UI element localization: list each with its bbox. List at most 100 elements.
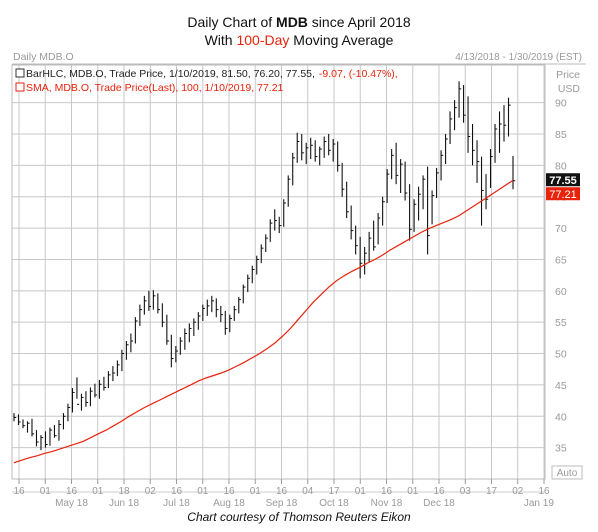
price-bar: [418, 186, 421, 221]
price-bar: [431, 190, 435, 225]
price-bar: [409, 184, 412, 241]
price-bar: [31, 418, 35, 437]
price-bar: [224, 310, 228, 335]
price-bar: [170, 334, 174, 368]
y-tick-label: 45: [555, 380, 567, 392]
price-bar: [287, 175, 291, 207]
price-bar: [206, 299, 210, 316]
price-bar: [454, 100, 457, 131]
price-bar: [341, 162, 345, 197]
y-tick-label: 70: [555, 223, 567, 235]
price-bar: [489, 149, 493, 188]
price-bar: [404, 161, 408, 201]
price-bar: [503, 105, 507, 142]
price-bar: [449, 111, 453, 145]
price-bar: [480, 156, 484, 226]
legend: BarHLC, MDB.O, Trade Price, 1/10/2019, 8…: [15, 68, 398, 94]
price-bar: [161, 303, 165, 328]
svg-text:77.55: 77.55: [549, 175, 577, 187]
price-bar: [116, 360, 120, 377]
price-bar: [94, 383, 98, 398]
price-bar: [139, 304, 143, 326]
price-bar: [269, 219, 273, 242]
x-tick-label: 17: [486, 486, 498, 497]
price-bar: [197, 312, 201, 330]
price-bar: [67, 403, 71, 422]
x-tick-label: 16: [276, 486, 288, 497]
price-bar: [157, 293, 161, 314]
x-tick-label: 02: [512, 486, 524, 497]
price-bar: [22, 419, 26, 429]
price-bar: [62, 413, 66, 430]
date-range-label: 4/13/2018 - 1/30/2019 (EST): [455, 52, 582, 63]
price-bar: [476, 140, 480, 183]
month-label: Jul 18: [163, 498, 190, 509]
x-tick-label: 16: [538, 486, 550, 497]
price-bar: [305, 142, 309, 165]
price-bar: [107, 371, 111, 389]
price-bar: [359, 236, 363, 279]
price-bar: [35, 430, 39, 447]
price-bar: [485, 174, 489, 210]
price-bar: [328, 134, 331, 156]
legend-checkbox-sma[interactable]: [15, 82, 25, 92]
x-tick-label: 03: [460, 486, 472, 497]
price-bar: [260, 244, 264, 264]
month-label: Dec 18: [423, 498, 455, 509]
price-bar: [80, 393, 84, 411]
price-bar: [283, 199, 286, 227]
price-bar: [373, 220, 376, 251]
price-bar: [229, 314, 232, 333]
y-tick-label: 60: [555, 286, 567, 298]
price-bar: [471, 123, 475, 166]
price-bar: [400, 159, 403, 193]
x-tick-label: 04: [302, 486, 314, 497]
month-label: Jan 19: [524, 498, 554, 509]
price-bar: [238, 297, 241, 314]
chart-caption: Chart courtesy of Thomson Reuters Eikon: [187, 510, 411, 524]
price-bar: [103, 376, 107, 391]
price-bar: [265, 234, 268, 252]
sma-value-badge: 77.21: [546, 187, 580, 201]
price-bar: [130, 333, 134, 353]
axis-unit-usd: USD: [558, 83, 581, 95]
month-label: Aug 18: [213, 498, 245, 509]
price-bar: [202, 304, 206, 321]
title-line-1: Daily Chart of MDB since April 2018: [187, 14, 411, 30]
price-bar: [377, 213, 381, 245]
price-bar: [274, 209, 277, 231]
price-bar: [49, 427, 53, 446]
y-tick-label: 50: [555, 349, 567, 361]
price-bar: [507, 97, 511, 137]
price-bar: [436, 167, 439, 198]
month-label: Sep 18: [266, 498, 298, 509]
price-bar: [58, 420, 62, 441]
svg-text:77.21: 77.21: [549, 189, 577, 201]
price-bar: [355, 225, 358, 255]
x-axis: 16 01 16 01 18 02 16 01 16 01 16 04 17 01 16 01 16 03 17 02…: [13, 479, 550, 497]
price-bar: [121, 349, 125, 372]
legend-checkbox-bars[interactable]: [15, 68, 25, 78]
price-bar: [134, 317, 138, 344]
price-bar: [184, 328, 188, 350]
price-bar: [17, 414, 21, 426]
price-bar: [53, 425, 57, 438]
price-bar: [292, 152, 295, 186]
price-bar: [301, 134, 304, 161]
price-bar: [215, 298, 219, 318]
x-tick-label: 01: [407, 486, 419, 497]
price-bar: [382, 196, 385, 226]
price-bar: [386, 169, 390, 203]
price-bar: [467, 96, 471, 153]
price-bar: [310, 137, 313, 160]
x-tick-label: 01: [250, 486, 262, 497]
price-bar: [422, 175, 426, 210]
instrument-label: Daily MDB.O: [13, 51, 74, 63]
price-bar: [188, 323, 192, 343]
price-bar: [166, 314, 170, 345]
price-bar: [350, 205, 354, 240]
auto-box[interactable]: [551, 465, 583, 480]
price-bar: [368, 231, 372, 262]
price-bar: [211, 295, 215, 313]
